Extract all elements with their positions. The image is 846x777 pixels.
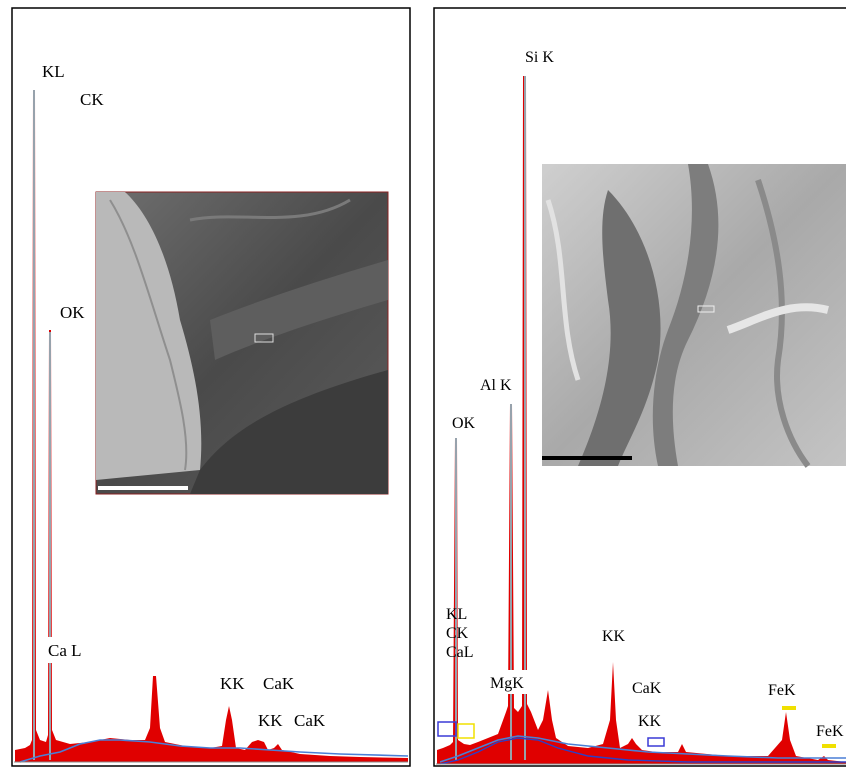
left-label-kk-1: KK — [220, 674, 245, 693]
right-spectrum-panel: Si K Al K OK KL CK CaL MgK KK CaK KK FeK… — [428, 0, 846, 772]
right-label-fek-1: FeK — [768, 682, 796, 699]
right-label-kk-2: KK — [638, 713, 662, 730]
right-label-ck: CK — [446, 625, 469, 642]
right-label-fek-2: FeK — [816, 723, 844, 740]
right-label-mgk: MgK — [490, 675, 524, 692]
right-label-kl: KL — [446, 606, 467, 623]
left-spectrum-panel: KL CK OK Ca L KK CaK KK CaK — [0, 0, 420, 772]
right-label-kk-1: KK — [602, 628, 626, 645]
right-label-al-k: Al K — [480, 377, 512, 394]
right-marker-box-3 — [647, 737, 665, 747]
right-label-cak: CaK — [632, 680, 662, 697]
left-label-ck: CK — [80, 90, 104, 109]
left-label-ok: OK — [60, 303, 85, 322]
right-marker-box-4 — [782, 706, 796, 710]
left-label-cak-1: CaK — [263, 674, 295, 693]
right-marker-box-5 — [822, 744, 836, 748]
left-sem-scale-bar — [98, 486, 188, 490]
right-background-line — [439, 735, 846, 763]
left-label-cak-2: CaK — [294, 711, 326, 730]
right-label-si-k: Si K — [525, 49, 554, 66]
right-secondary-line — [439, 737, 846, 765]
right-marker-box-2 — [457, 723, 475, 739]
left-spectrum-chart: KL CK OK Ca L KK CaK KK CaK — [11, 7, 411, 767]
left-label-ca-l: Ca L — [48, 641, 82, 660]
right-spectrum-chart: Si K Al K OK KL CK CaL MgK KK CaK KK FeK… — [433, 7, 846, 767]
right-sem-inset — [542, 164, 846, 468]
right-marker-box-1 — [437, 721, 457, 737]
left-label-kl: KL — [42, 62, 65, 81]
right-sem-scale-bar — [542, 456, 632, 460]
right-label-cal: CaL — [446, 644, 474, 661]
left-background-line — [19, 739, 409, 763]
left-label-kk-2: KK — [258, 711, 283, 730]
left-sem-inset — [95, 191, 389, 495]
right-label-ok: OK — [452, 415, 476, 432]
